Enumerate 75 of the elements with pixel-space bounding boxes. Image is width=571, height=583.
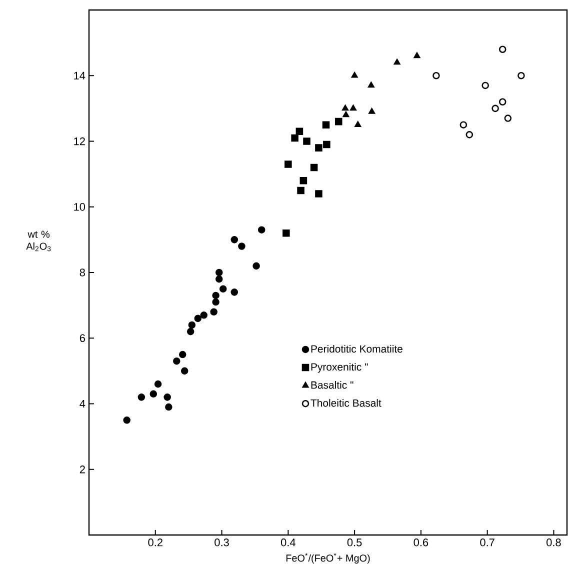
point (284, 160, 292, 168)
legend-label: Peridotitic Komatiite (311, 344, 402, 353)
point (188, 321, 196, 329)
x-tick-label: 0.4 (280, 538, 296, 546)
point (466, 131, 474, 138)
point (150, 390, 158, 398)
y-tick-label: 6 (80, 334, 85, 342)
point (368, 108, 376, 114)
point (194, 314, 202, 322)
point (252, 262, 260, 270)
point (482, 82, 489, 90)
point (215, 275, 223, 283)
point (212, 298, 220, 306)
point (323, 140, 330, 148)
point (310, 164, 318, 172)
point (460, 121, 468, 128)
point (351, 72, 358, 78)
point (200, 312, 208, 319)
point (518, 72, 525, 80)
point (172, 357, 180, 365)
point (504, 114, 512, 122)
point (212, 292, 220, 300)
point (303, 138, 310, 145)
point (315, 144, 322, 152)
point (498, 98, 506, 106)
point (350, 104, 356, 111)
legend-label: Pyroxenitic " (311, 362, 368, 373)
point (342, 104, 348, 111)
y-tick-label: 12 (74, 137, 85, 146)
x-tick-label: 0.7 (480, 538, 494, 546)
point (258, 226, 266, 234)
point (394, 58, 400, 65)
y-tick-label: 10 (74, 203, 86, 211)
point (180, 367, 188, 375)
point (210, 308, 218, 316)
point (368, 82, 374, 88)
point (138, 394, 146, 401)
point (230, 288, 238, 296)
point (178, 350, 186, 358)
point (342, 111, 350, 118)
y-tick-label: 4 (80, 400, 86, 408)
y-tick-label: 14 (74, 72, 86, 80)
y-axis-title: wt % Al$_{2}$O$_{3}$ (26, 230, 51, 252)
point (123, 416, 130, 424)
point (432, 72, 440, 80)
x-tick-label: 0.8 (546, 538, 561, 546)
x-tick-label: 0.5 (347, 538, 362, 546)
x-tick-label: 0.6 (414, 538, 428, 546)
point (219, 285, 227, 293)
point (154, 380, 162, 388)
point (165, 403, 172, 411)
point (164, 394, 171, 401)
point (315, 190, 322, 198)
point (230, 236, 238, 244)
point (498, 46, 506, 54)
y-tick-label: 8 (80, 268, 85, 276)
point (334, 118, 342, 126)
legend-label: Tholeitic Basalt (310, 399, 382, 407)
point (297, 186, 304, 194)
point (238, 242, 246, 250)
point (300, 176, 308, 184)
y-tick-label: 2 (80, 466, 85, 474)
point (291, 134, 298, 142)
point (322, 121, 330, 128)
point (492, 104, 499, 112)
point (282, 229, 290, 237)
point (296, 128, 304, 136)
x-tick-label: 0.2 (148, 538, 162, 546)
x-tick-label: 0.3 (214, 538, 229, 546)
point (414, 52, 420, 58)
point (215, 268, 223, 276)
x-axis-title: FeO$^{*}$/(FeO$^{*}$+ MgO) (286, 553, 370, 564)
point (354, 121, 362, 127)
point (186, 328, 194, 336)
legend-label: Basaltic " (311, 381, 354, 389)
